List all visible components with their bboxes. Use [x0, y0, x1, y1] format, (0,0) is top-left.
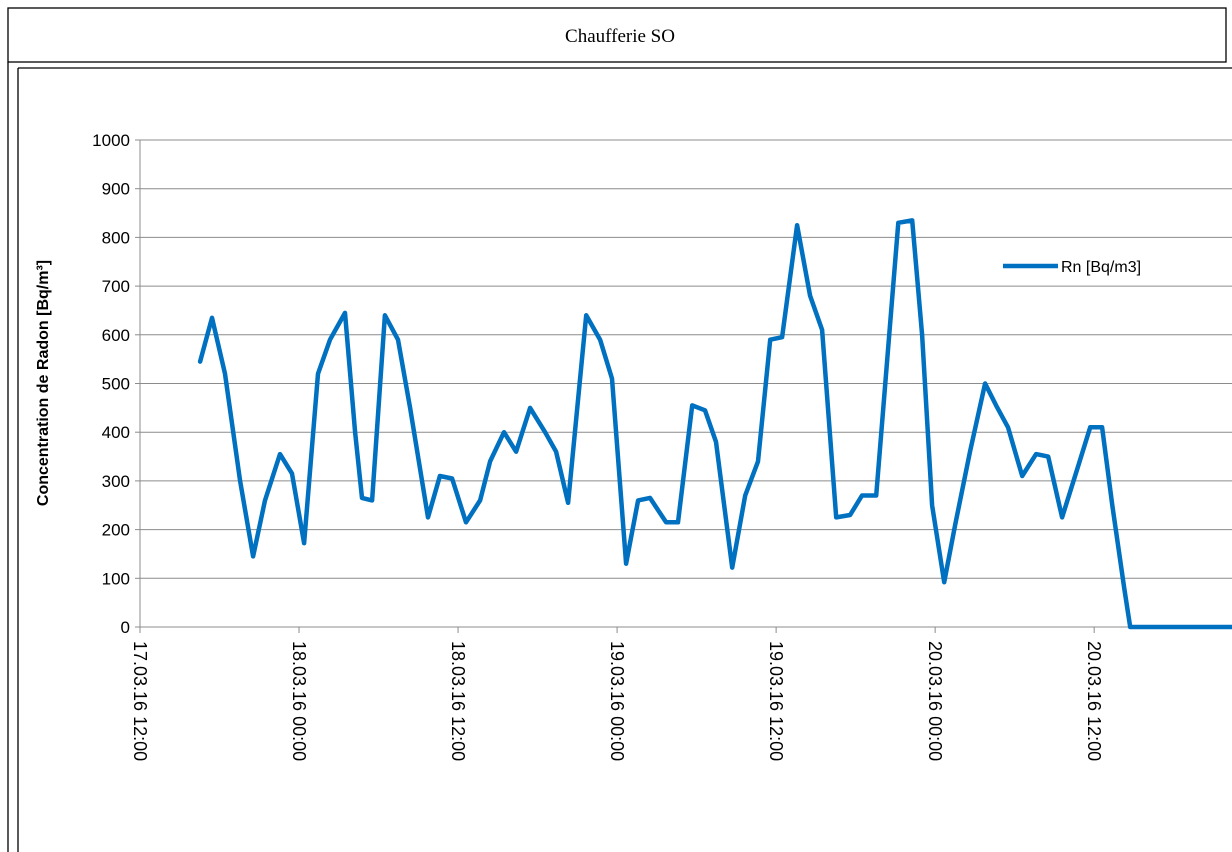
y-tick-label: 200: [102, 521, 130, 540]
data-line: [197, 218, 1232, 630]
y-axis-label: Concentration de Radon [Bq/m³]: [35, 260, 52, 506]
title-cell: [7, 7, 1227, 63]
y-tick-label: 1000: [92, 131, 130, 150]
x-tick-label: 20.03.16 12:00: [1084, 641, 1104, 761]
x-tick-label: 17.03.16 12:00: [130, 641, 150, 761]
x-tick-label: 18.03.16 12:00: [448, 641, 468, 761]
legend-label: Rn [Bq/m3]: [1061, 259, 1141, 276]
x-tick-label: 20.03.16 00:00: [925, 641, 945, 761]
x-tick-label: 19.03.16 12:00: [766, 641, 786, 761]
frame: [7, 7, 1232, 852]
y-tick-label: 800: [102, 228, 130, 247]
y-tick-label: 100: [102, 569, 130, 588]
x-tick-label: 18.03.16 00:00: [289, 641, 309, 761]
y-tick-label: 300: [102, 472, 130, 491]
y-tick-label: 0: [121, 618, 130, 637]
x-tick-label: 19.03.16 00:00: [607, 641, 627, 761]
chart-title: Chaufferie SO: [565, 26, 675, 47]
y-tick-label: 500: [102, 375, 130, 394]
y-tick-label: 600: [102, 326, 130, 345]
y-tick-label: 700: [102, 277, 130, 296]
y-tick-label: 900: [102, 180, 130, 199]
y-tick-label: 400: [102, 423, 130, 442]
